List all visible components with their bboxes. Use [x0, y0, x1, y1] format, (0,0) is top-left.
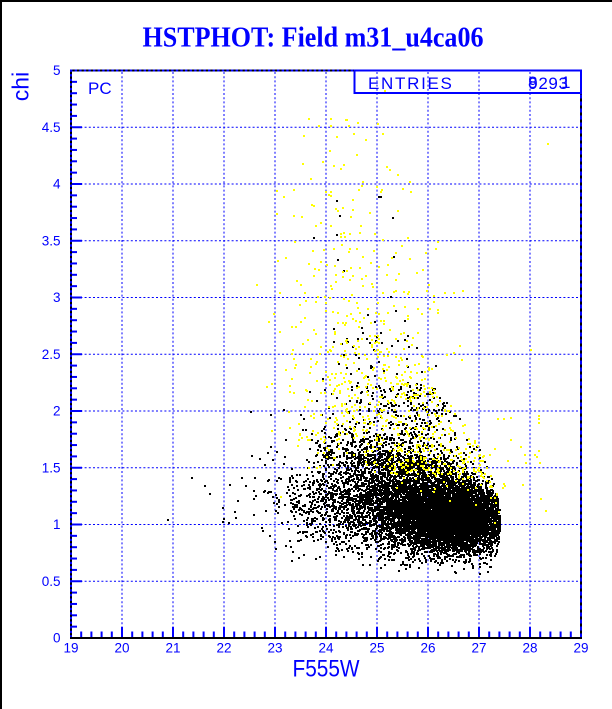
svg-text:4.5: 4.5 [42, 120, 61, 135]
svg-text:22: 22 [216, 641, 231, 656]
svg-text:HSTPHOT: Field m31_u4ca06: HSTPHOT: Field m31_u4ca06 [143, 22, 484, 54]
svg-text:3.5: 3.5 [42, 233, 61, 248]
svg-text:20: 20 [114, 641, 129, 656]
svg-text:1.5: 1.5 [42, 460, 61, 475]
svg-text:8: 8 [528, 73, 537, 92]
svg-text:1: 1 [53, 517, 61, 532]
svg-text:19: 19 [63, 641, 78, 656]
svg-text:3: 3 [53, 290, 61, 305]
svg-text:28: 28 [522, 641, 537, 656]
svg-text:5: 5 [53, 63, 61, 78]
svg-text:PC: PC [88, 79, 112, 98]
svg-text:26: 26 [420, 641, 435, 656]
svg-text:9293: 9293 [528, 74, 568, 93]
svg-text:0.5: 0.5 [42, 574, 61, 589]
svg-text:2: 2 [53, 404, 61, 419]
svg-text:4: 4 [53, 177, 61, 192]
svg-text:1: 1 [561, 73, 570, 92]
svg-text:F555W: F555W [293, 656, 360, 683]
svg-text:25: 25 [369, 641, 384, 656]
svg-text:chi: chi [8, 72, 34, 101]
svg-text:2.5: 2.5 [42, 347, 61, 362]
svg-text:23: 23 [267, 641, 282, 656]
svg-text:0: 0 [53, 631, 61, 646]
svg-text:24: 24 [318, 641, 334, 656]
svg-text:21: 21 [165, 641, 180, 656]
svg-text:29: 29 [573, 641, 588, 656]
svg-text:ENTRIES: ENTRIES [368, 74, 454, 93]
svg-text:27: 27 [471, 641, 486, 656]
